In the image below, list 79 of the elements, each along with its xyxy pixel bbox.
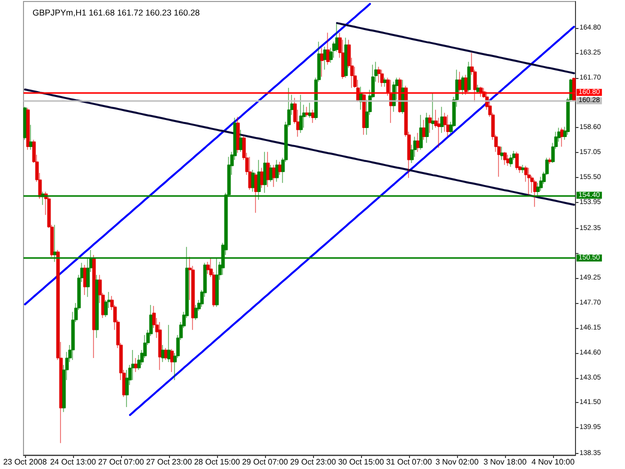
candlestick [170, 348, 174, 372]
candlestick [446, 114, 450, 137]
candlestick [464, 74, 468, 96]
x-tick-label: 24 Oct 13:00 [50, 458, 96, 466]
x-tick-label: 29 Oct 23:00 [290, 458, 336, 466]
candlestick [161, 344, 165, 362]
line-series [24, 88, 575, 206]
candlestick [263, 152, 267, 194]
candlestick [461, 76, 465, 96]
x-tick-label: 31 Oct 07:00 [386, 458, 432, 466]
candlestick [467, 62, 471, 92]
x-tick-label: 3 Nov 18:00 [483, 458, 528, 466]
candlestick [248, 156, 252, 190]
candlestick [26, 108, 30, 150]
candlestick [251, 170, 255, 192]
candlestick [164, 348, 168, 360]
candlestick [260, 168, 264, 188]
candlestick [506, 154, 510, 166]
candlestick [362, 94, 366, 136]
candlestick [275, 160, 279, 182]
candlestick [299, 94, 303, 134]
candlestick [167, 324, 171, 362]
candlestick [83, 264, 87, 296]
line-series [336, 22, 575, 74]
candlestick [521, 164, 525, 174]
candlestick [503, 152, 507, 166]
x-tick-label: 3 Nov 02:00 [435, 458, 480, 466]
candlestick [206, 262, 210, 274]
candlestick [383, 77, 387, 87]
candlestick [92, 254, 96, 358]
candlestick [236, 116, 240, 154]
candlestick [269, 164, 273, 182]
x-tick-label: 27 Oct 07:00 [98, 458, 144, 466]
candlestick [500, 146, 504, 160]
candlestick [548, 158, 552, 164]
candlestick [425, 112, 429, 144]
candlestick [422, 120, 426, 140]
candlestick [344, 37, 348, 78]
x-tick-label: 27 Oct 23:00 [146, 458, 192, 466]
candlestick [134, 358, 138, 372]
candlestick [311, 109, 315, 124]
candlestick [377, 66, 381, 83]
candlestick [428, 114, 432, 134]
text: GBPJPYm,H1 161.68 161.72 160.23 160.28 [32, 8, 200, 18]
candlestick [326, 32, 330, 65]
candlestick [476, 84, 480, 94]
candlestick [320, 48, 324, 78]
candlestick [278, 162, 282, 176]
x-tick-label: 30 Oct 15:00 [338, 458, 384, 466]
candlestick [515, 152, 519, 170]
candlestick [533, 180, 537, 208]
candlestick [239, 130, 243, 152]
candlestick [308, 102, 312, 118]
candlestick [158, 322, 162, 370]
candlestick [95, 274, 99, 338]
candlestick [305, 106, 309, 118]
candlestick [572, 77, 576, 102]
candlestick [479, 86, 483, 98]
x-tick-label: 4 Nov 10:00 [531, 458, 576, 466]
candlestick [527, 168, 531, 196]
x-tick-label: 29 Oct 07:00 [242, 458, 288, 466]
candlestick [272, 164, 276, 188]
candlestick [431, 92, 435, 130]
candlestick [380, 69, 384, 87]
candlestick [29, 124, 33, 150]
candlestick [323, 46, 327, 70]
candlestick [254, 172, 258, 214]
candlestick [419, 114, 423, 150]
x-tick-label: 23 Oct 2008 [3, 458, 48, 466]
candlestick [509, 154, 513, 168]
candlestick [458, 72, 462, 92]
candlestick [416, 132, 420, 152]
line-series [129, 26, 575, 416]
x-tick-label: 28 Oct 15:00 [194, 458, 240, 466]
line-series [24, 2, 371, 306]
candlestick [443, 112, 447, 132]
candlestick [440, 106, 444, 134]
candlestick [560, 127, 564, 147]
candlestick [266, 152, 270, 188]
